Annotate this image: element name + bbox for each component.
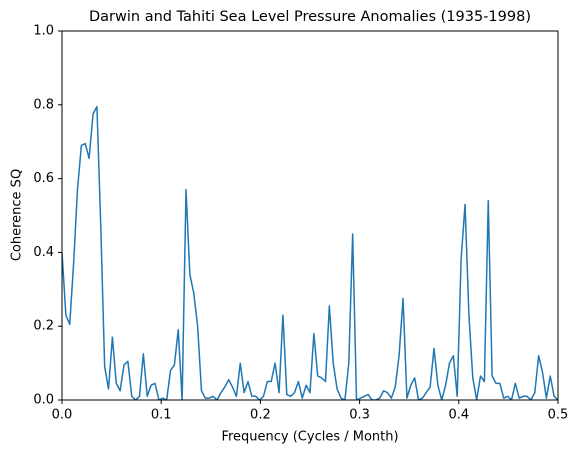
x-tick-label: 0.4: [448, 408, 469, 423]
y-axis-label: Coherence SQ: [10, 169, 25, 261]
x-axis-label: Frequency (Cycles / Month): [221, 430, 398, 445]
y-tick-label: 0.2: [33, 319, 54, 334]
data-line: [62, 105, 558, 400]
y-tick-label: 1.0: [33, 24, 54, 39]
y-tick-label: 0.8: [33, 97, 54, 112]
y-tick-label: 0.4: [33, 245, 54, 260]
x-tick-label: 0.3: [349, 408, 370, 423]
chart-title: Darwin and Tahiti Sea Level Pressure Ano…: [89, 9, 531, 25]
y-tick-label: 0.0: [33, 393, 54, 408]
plot-frame: [61, 30, 559, 401]
x-tick-label: 0.1: [151, 408, 172, 423]
x-tick-label: 0.2: [250, 408, 271, 423]
y-tick-label: 0.6: [33, 171, 54, 186]
x-tick-label: 0.5: [548, 408, 569, 423]
x-tick-label: 0.0: [52, 408, 73, 423]
